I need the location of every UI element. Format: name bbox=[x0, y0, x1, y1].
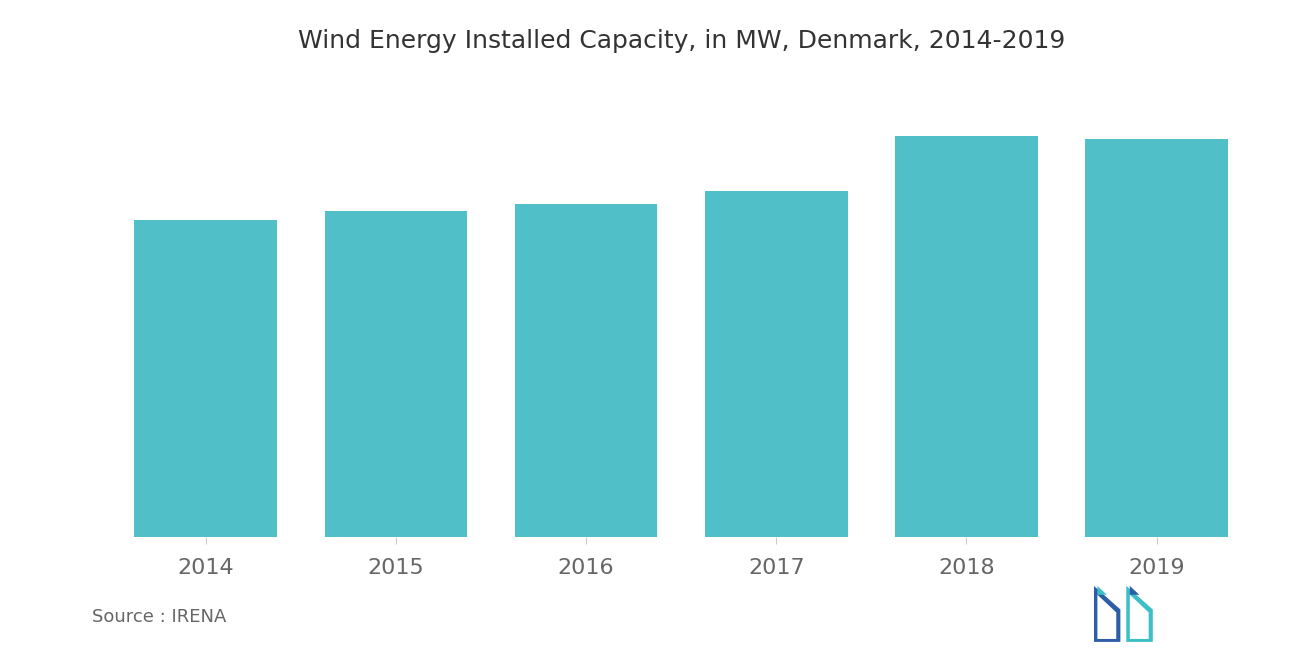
Bar bbox=[705, 191, 848, 537]
Polygon shape bbox=[1098, 595, 1116, 639]
Polygon shape bbox=[1098, 586, 1107, 595]
Polygon shape bbox=[1129, 595, 1149, 639]
Polygon shape bbox=[1127, 586, 1153, 642]
Polygon shape bbox=[1129, 586, 1140, 595]
Bar bbox=[515, 204, 658, 537]
Bar bbox=[895, 136, 1038, 537]
Text: Source : IRENA: Source : IRENA bbox=[92, 608, 227, 626]
Bar bbox=[1085, 139, 1227, 537]
Bar bbox=[325, 211, 468, 537]
Bar bbox=[135, 219, 278, 537]
Polygon shape bbox=[1094, 586, 1120, 642]
Title: Wind Energy Installed Capacity, in MW, Denmark, 2014-2019: Wind Energy Installed Capacity, in MW, D… bbox=[297, 29, 1065, 53]
